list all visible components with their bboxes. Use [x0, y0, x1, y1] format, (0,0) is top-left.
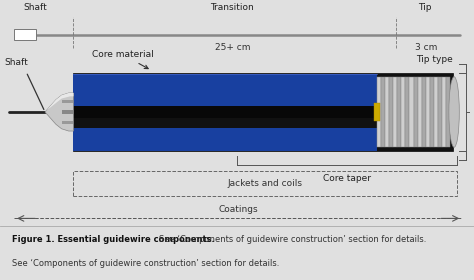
- FancyBboxPatch shape: [401, 77, 405, 147]
- FancyBboxPatch shape: [418, 77, 422, 147]
- FancyBboxPatch shape: [405, 77, 410, 147]
- Text: Shaft: Shaft: [24, 3, 47, 12]
- Text: Coatings: Coatings: [219, 205, 258, 214]
- FancyBboxPatch shape: [62, 100, 73, 103]
- Text: Tip: Tip: [418, 3, 431, 12]
- Text: Shaft: Shaft: [5, 58, 28, 67]
- FancyBboxPatch shape: [377, 77, 381, 147]
- FancyBboxPatch shape: [374, 103, 380, 121]
- Text: See ‘Components of guidewire construction’ section for details.: See ‘Components of guidewire constructio…: [12, 235, 426, 244]
- Polygon shape: [45, 93, 73, 112]
- FancyBboxPatch shape: [430, 77, 434, 147]
- FancyBboxPatch shape: [422, 77, 426, 147]
- FancyBboxPatch shape: [397, 77, 401, 147]
- Text: Figure 1. Essential guidewire components.: Figure 1. Essential guidewire components…: [12, 235, 215, 244]
- FancyBboxPatch shape: [73, 106, 377, 118]
- FancyBboxPatch shape: [73, 128, 377, 151]
- FancyBboxPatch shape: [413, 77, 418, 147]
- Text: Tip type: Tip type: [416, 55, 453, 64]
- Ellipse shape: [449, 77, 459, 147]
- FancyBboxPatch shape: [385, 77, 389, 147]
- FancyBboxPatch shape: [446, 77, 450, 147]
- FancyBboxPatch shape: [14, 29, 36, 40]
- FancyBboxPatch shape: [434, 77, 438, 147]
- FancyBboxPatch shape: [426, 77, 430, 147]
- FancyBboxPatch shape: [381, 77, 385, 147]
- FancyBboxPatch shape: [410, 77, 413, 147]
- Text: Core taper: Core taper: [323, 174, 371, 183]
- Text: See ‘Components of guidewire construction’ section for details.: See ‘Components of guidewire constructio…: [12, 259, 279, 268]
- Text: Jackets and coils: Jackets and coils: [228, 179, 303, 188]
- Text: 25+ cm: 25+ cm: [215, 43, 250, 52]
- FancyBboxPatch shape: [438, 77, 442, 147]
- FancyBboxPatch shape: [62, 110, 73, 114]
- Text: 3 cm: 3 cm: [415, 43, 438, 52]
- Text: Transition: Transition: [210, 3, 254, 12]
- Polygon shape: [45, 93, 73, 131]
- FancyBboxPatch shape: [62, 121, 73, 124]
- FancyBboxPatch shape: [73, 74, 377, 110]
- FancyBboxPatch shape: [442, 77, 446, 147]
- FancyBboxPatch shape: [393, 77, 397, 147]
- FancyBboxPatch shape: [73, 73, 453, 151]
- FancyBboxPatch shape: [389, 77, 393, 147]
- Text: Core material: Core material: [92, 50, 154, 69]
